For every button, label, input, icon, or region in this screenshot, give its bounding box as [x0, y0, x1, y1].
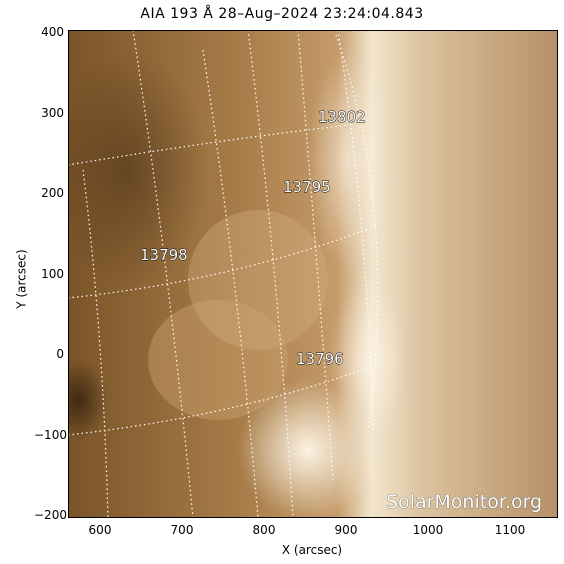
y-tick: 400 — [41, 25, 64, 39]
y-tick: 100 — [41, 267, 64, 281]
y-tick: 0 — [56, 347, 64, 361]
region-label-13795: 13795 — [283, 178, 331, 196]
solar-image-panel: 13802 13795 13798 13796 SolarMonitor.org — [48, 29, 558, 520]
x-tick: 600 — [88, 523, 112, 537]
y-tick: −100 — [34, 428, 67, 442]
heliographic-grid — [67, 29, 389, 519]
region-label-13796: 13796 — [296, 350, 344, 368]
x-tick: 1000 — [412, 523, 444, 537]
y-tick: −200 — [34, 508, 67, 522]
x-tick: 700 — [170, 523, 194, 537]
solar-image: 13802 13795 13798 13796 SolarMonitor.org — [48, 29, 558, 520]
x-tick: 900 — [334, 523, 358, 537]
y-axis-label: Y (arcsec) — [14, 249, 29, 309]
y-tick: 300 — [41, 106, 64, 120]
image-title: AIA 193 Å 28–Aug–2024 23:24:04.843 — [140, 6, 424, 22]
region-label-13802: 13802 — [318, 108, 366, 126]
y-tick: 200 — [41, 186, 64, 200]
region-label-13798: 13798 — [140, 246, 188, 264]
x-tick: 1100 — [494, 523, 526, 537]
x-tick: 800 — [252, 523, 276, 537]
watermark: SolarMonitor.org — [386, 491, 542, 513]
x-axis-label: X (arcsec) — [281, 543, 343, 557]
